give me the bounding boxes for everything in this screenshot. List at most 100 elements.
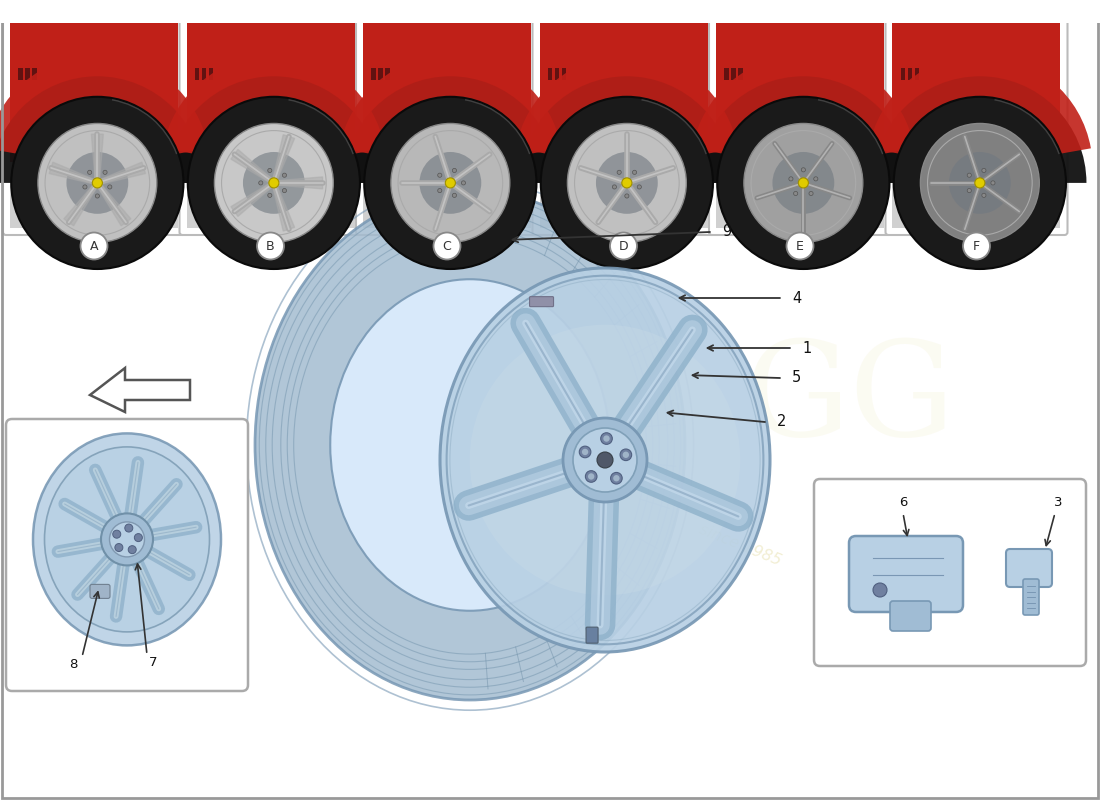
Circle shape [596, 152, 658, 214]
Circle shape [470, 325, 740, 595]
Text: since 1985: since 1985 [696, 522, 783, 568]
Circle shape [623, 451, 629, 458]
Bar [716, 23, 884, 162]
Wedge shape [520, 76, 734, 183]
Circle shape [799, 178, 808, 188]
Bar [548, 68, 552, 80]
Bar [363, 162, 531, 228]
Circle shape [962, 233, 990, 259]
Circle shape [267, 168, 272, 173]
Bar [915, 68, 920, 80]
Circle shape [268, 178, 279, 188]
Circle shape [188, 97, 360, 269]
Circle shape [283, 189, 286, 193]
Circle shape [37, 123, 157, 242]
Circle shape [786, 233, 814, 259]
Circle shape [573, 428, 637, 492]
Wedge shape [869, 55, 1091, 168]
FancyBboxPatch shape [90, 584, 110, 598]
Circle shape [601, 433, 613, 444]
Circle shape [66, 152, 129, 214]
Circle shape [975, 178, 984, 188]
Wedge shape [339, 55, 561, 168]
Circle shape [101, 514, 153, 566]
Polygon shape [90, 368, 190, 412]
Circle shape [585, 470, 597, 482]
FancyBboxPatch shape [532, 16, 715, 235]
Ellipse shape [44, 447, 209, 632]
Circle shape [461, 181, 465, 185]
Text: C: C [442, 239, 451, 253]
Text: 1: 1 [802, 341, 812, 355]
Text: 4: 4 [792, 290, 801, 306]
Text: 8: 8 [69, 658, 77, 671]
Polygon shape [96, 182, 131, 226]
Circle shape [894, 97, 1066, 269]
Text: E: E [796, 239, 804, 253]
Bar [209, 68, 213, 80]
Circle shape [982, 168, 986, 173]
Bar [378, 68, 383, 80]
Wedge shape [692, 55, 914, 168]
Circle shape [541, 97, 713, 269]
Circle shape [568, 123, 686, 242]
Text: B: B [266, 239, 275, 253]
Circle shape [921, 123, 1040, 242]
Circle shape [134, 534, 142, 542]
Bar [725, 68, 729, 80]
Circle shape [88, 170, 91, 174]
Circle shape [801, 168, 805, 172]
Bar [25, 68, 30, 80]
Circle shape [582, 449, 588, 455]
Bar [908, 68, 912, 80]
Circle shape [580, 446, 591, 458]
Circle shape [438, 189, 442, 193]
Circle shape [452, 194, 456, 198]
Circle shape [433, 233, 461, 259]
FancyBboxPatch shape [890, 601, 931, 631]
Text: GG: GG [745, 335, 956, 465]
Circle shape [793, 191, 798, 195]
Bar [187, 162, 354, 228]
Circle shape [967, 189, 971, 193]
Circle shape [446, 178, 455, 188]
FancyBboxPatch shape [886, 16, 1067, 235]
Bar [562, 68, 566, 80]
Bar [385, 68, 389, 80]
Circle shape [214, 123, 333, 242]
Circle shape [390, 123, 509, 242]
Circle shape [632, 170, 637, 174]
FancyBboxPatch shape [814, 479, 1086, 666]
Circle shape [789, 177, 793, 181]
FancyBboxPatch shape [6, 419, 248, 691]
Polygon shape [64, 182, 99, 226]
Circle shape [108, 185, 112, 189]
Bar [372, 68, 376, 80]
Circle shape [113, 530, 121, 538]
Circle shape [452, 168, 456, 173]
Circle shape [610, 473, 623, 484]
Circle shape [717, 97, 890, 269]
Circle shape [563, 418, 647, 502]
Circle shape [621, 178, 631, 188]
Circle shape [124, 524, 133, 532]
Bar [892, 162, 1060, 228]
Circle shape [603, 435, 609, 442]
Bar [0, 0, 1100, 23]
Bar [195, 68, 199, 80]
Circle shape [257, 233, 284, 259]
Bar [901, 68, 905, 80]
Bar [10, 23, 178, 162]
Circle shape [744, 123, 862, 242]
Polygon shape [50, 162, 98, 185]
Bar [363, 23, 531, 162]
Ellipse shape [255, 190, 685, 700]
Text: 3: 3 [1054, 495, 1063, 509]
Wedge shape [0, 76, 204, 183]
Circle shape [949, 152, 1011, 214]
Circle shape [617, 170, 621, 174]
Circle shape [258, 181, 263, 185]
Circle shape [814, 177, 818, 181]
Ellipse shape [33, 434, 221, 646]
Text: F: F [972, 239, 980, 253]
